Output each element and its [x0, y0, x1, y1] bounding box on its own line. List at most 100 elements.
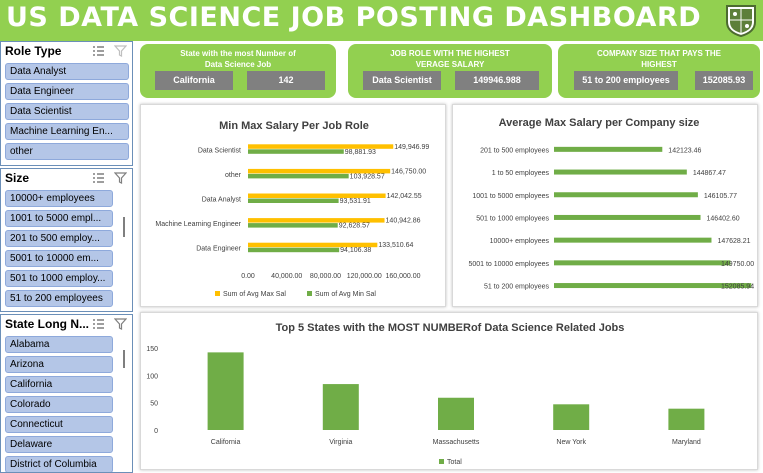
min-salary-bar	[248, 198, 339, 203]
slicer-item-state[interactable]: Colorado	[5, 396, 113, 413]
slicer-item-size[interactable]: 1001 to 5000 empl...	[5, 210, 113, 227]
x-category-label: Virginia	[329, 439, 352, 446]
clear-filter-icon[interactable]	[114, 318, 127, 330]
multi-select-icon[interactable]	[92, 45, 105, 57]
x-category-label: Massachusetts	[433, 439, 480, 446]
slicer-item-size[interactable]: 5001 to 10000 em...	[5, 250, 113, 267]
chart-min-max-salary: Min Max Salary Per Job Role Data Scientis…	[140, 104, 446, 307]
slicer-item-data-scientist[interactable]: Data Scientist	[5, 103, 129, 120]
x-tick-label: 160,000.00	[385, 273, 420, 280]
slicer-title: Size	[5, 171, 30, 185]
min-salary-bar	[248, 247, 340, 253]
kpi-top-state-card: State with the most Number of Data Scienc…	[140, 44, 336, 98]
avg-salary-bar	[554, 283, 752, 289]
kpi-label: 51 to 200 employees	[574, 71, 678, 90]
data-label: 146105.77	[704, 193, 737, 200]
multi-select-icon[interactable]	[92, 172, 105, 184]
chart-title: Average Max Salary per Company size	[499, 117, 700, 129]
kpi-title: State with the most Number of Data Scienc…	[180, 49, 296, 69]
chart-title: Top 5 States with the MOST NUMBERof Data…	[276, 322, 625, 334]
data-label: 146,750.00	[391, 168, 426, 175]
data-label: 92,628.57	[339, 223, 370, 230]
legend-swatch	[307, 291, 312, 296]
slicer-item-size[interactable]: 51 to 200 employees	[5, 290, 113, 307]
slicer-item-size[interactable]: 501 to 1000 employ...	[5, 270, 113, 287]
header-banner: US DATA SCIENCE JOB POSTING DASHBOARD	[0, 0, 763, 41]
slicer-item-state[interactable]: District of Columbia	[5, 456, 113, 472]
x-tick-label: 80,000.00	[310, 273, 341, 280]
slicer-scrollbar[interactable]	[123, 217, 125, 237]
category-label: 5001 to 10000 employees	[468, 261, 549, 268]
clear-filter-icon[interactable]	[114, 172, 127, 184]
dashboard-title: US DATA SCIENCE JOB POSTING DASHBOARD	[6, 2, 702, 33]
slicer-item-state[interactable]: Arizona	[5, 356, 113, 373]
legend-label: Sum of Avg Max Sal	[223, 291, 286, 298]
slicer-item-data-engineer[interactable]: Data Engineer	[5, 83, 129, 100]
y-tick-label: 150	[146, 346, 158, 353]
category-label: 51 to 200 employees	[484, 284, 549, 291]
category-label: 501 to 1000 employees	[476, 215, 549, 222]
slicer-item-data-analyst[interactable]: Data Analyst	[5, 63, 129, 80]
kpi-value: 149946.988	[455, 71, 539, 90]
clear-filter-icon[interactable]	[114, 45, 127, 57]
x-category-label: California	[211, 439, 241, 446]
data-label: 93,531.91	[340, 198, 371, 205]
legend-swatch	[215, 291, 220, 296]
chart-top-states: Top 5 States with the MOST NUMBERof Data…	[140, 312, 758, 470]
multi-select-icon[interactable]	[92, 318, 105, 330]
slicer-item-state[interactable]: Delaware	[5, 436, 113, 453]
x-category-label: Maryland	[672, 439, 701, 446]
state-bar	[668, 408, 705, 430]
slicer-item-size[interactable]: 10000+ employees	[5, 190, 113, 207]
slicer-item-state[interactable]: Connecticut	[5, 416, 113, 433]
state-bar	[207, 352, 244, 430]
min-salary-bar	[248, 149, 344, 154]
max-salary-bar	[248, 218, 385, 223]
y-tick-label: 100	[146, 373, 158, 380]
slicer-item-other[interactable]: other	[5, 143, 129, 160]
top-states-svg: Top 5 States with the MOST NUMBERof Data…	[146, 322, 705, 466]
slicer-header: State Long N...	[1, 315, 132, 335]
legend-swatch	[439, 459, 444, 464]
slicer-header: Size	[1, 169, 132, 189]
slicer-item-size[interactable]: 201 to 500 employ...	[5, 230, 113, 247]
slicer-size: Size 10000+ employees 1001 to 5000 empl.…	[0, 168, 133, 312]
slicer-header: Role Type	[1, 42, 132, 62]
kpi-label: California	[155, 71, 233, 90]
max-salary-bar	[248, 242, 378, 248]
data-label: 98,881.93	[345, 149, 376, 156]
data-label: 142123.46	[668, 147, 701, 154]
data-label: 142,042.55	[387, 193, 422, 200]
slicer-title: Role Type	[5, 44, 62, 58]
data-label: 94,106.38	[340, 247, 371, 254]
kpi-top-role-card: JOB ROLE WITH THE HIGHEST VERAGE SALARY D…	[348, 44, 552, 98]
avg-salary-bar	[554, 146, 663, 152]
slicer-scrollbar[interactable]	[123, 350, 125, 368]
slicer-item-ml-engineer[interactable]: Machine Learning En...	[5, 123, 129, 140]
avg-salary-bar	[554, 214, 701, 220]
slicer-state: State Long N... Alabama Arizona Californ…	[0, 314, 133, 473]
max-salary-bar	[248, 168, 391, 174]
category-label: other	[225, 172, 242, 179]
slicer-role-type: Role Type Data Analyst Data Engineer Dat…	[0, 41, 133, 166]
avg-salary-bar	[554, 192, 698, 198]
category-label: Data Engineer	[196, 246, 241, 253]
category-label: 10000+ employees	[490, 238, 550, 245]
kpi-top-company-size-card: COMPANY SIZE THAT PAYS THE HIGHEST 51 to …	[558, 44, 760, 98]
data-label: 146402.60	[707, 215, 740, 222]
avg-salary-company-size-svg: Average Max Salary per Company size 201 t…	[468, 117, 754, 291]
kpi-value: 142	[247, 71, 325, 90]
avg-salary-bar	[554, 260, 731, 266]
category-label: Data Analyst	[202, 197, 241, 204]
data-label: 147628.21	[717, 238, 750, 245]
min-salary-bar	[248, 173, 349, 179]
data-label: 149750.00	[721, 261, 754, 268]
x-tick-label: 0.00	[241, 273, 255, 280]
slicer-item-state[interactable]: Alabama	[5, 336, 113, 353]
slicer-item-state[interactable]: California	[5, 376, 113, 393]
chart-avg-salary-company-size: Average Max Salary per Company size 201 t…	[452, 104, 758, 307]
data-label: 140,942.86	[386, 218, 421, 225]
kpi-title: JOB ROLE WITH THE HIGHEST VERAGE SALARY	[390, 49, 510, 69]
category-label: 1001 to 5000 employees	[472, 193, 549, 200]
chart-title: Min Max Salary Per Job Role	[219, 120, 369, 132]
